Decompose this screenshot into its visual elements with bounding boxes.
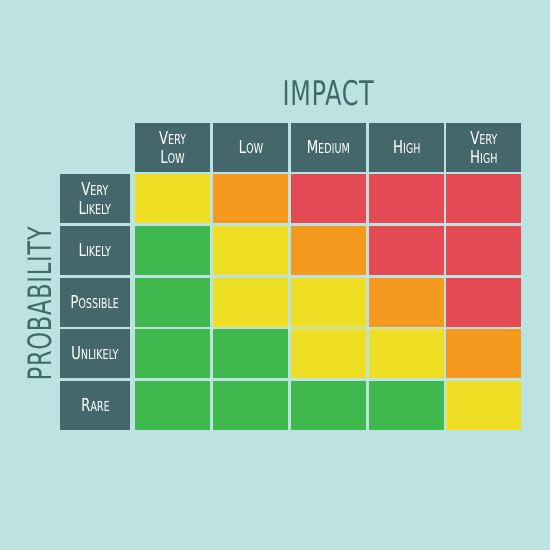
column-header-very-high: Very High bbox=[446, 123, 521, 172]
row-header-very-likely: Very Likely bbox=[60, 174, 130, 223]
risk-cell-red bbox=[369, 226, 444, 275]
risk-cell-green bbox=[135, 329, 210, 378]
risk-cell-red bbox=[291, 174, 366, 223]
row-header-rare: Rare bbox=[60, 381, 130, 430]
risk-cell-orange bbox=[291, 226, 366, 275]
impact-axis-title: IMPACT bbox=[282, 74, 375, 114]
column-header-high: High bbox=[369, 123, 444, 172]
risk-cell-green bbox=[213, 381, 288, 430]
risk-cell-orange bbox=[213, 174, 288, 223]
risk-cell-yellow bbox=[291, 329, 366, 378]
risk-cell-red bbox=[446, 226, 521, 275]
risk-cell-green bbox=[135, 226, 210, 275]
risk-cell-yellow bbox=[135, 174, 210, 223]
column-header-low: Low bbox=[213, 123, 288, 172]
risk-cell-green bbox=[135, 278, 210, 327]
risk-cell-green bbox=[213, 329, 288, 378]
row-header-possible: Possible bbox=[60, 278, 130, 327]
column-header-medium: Medium bbox=[291, 123, 366, 172]
column-header-very-low: Very Low bbox=[135, 123, 210, 172]
risk-cell-green bbox=[291, 381, 366, 430]
risk-cell-yellow bbox=[213, 226, 288, 275]
risk-cell-green bbox=[135, 381, 210, 430]
risk-cell-red bbox=[446, 174, 521, 223]
risk-cell-red bbox=[369, 174, 444, 223]
risk-cell-orange bbox=[369, 278, 444, 327]
risk-cell-yellow bbox=[291, 278, 366, 327]
risk-cell-yellow bbox=[213, 278, 288, 327]
probability-axis-title: PROBABILITY bbox=[21, 225, 59, 381]
risk-cell-yellow bbox=[446, 381, 521, 430]
risk-cell-yellow bbox=[369, 329, 444, 378]
row-header-unlikely: Unlikely bbox=[60, 329, 130, 378]
risk-cell-red bbox=[446, 278, 521, 327]
row-header-likely: Likely bbox=[60, 226, 130, 275]
risk-cell-orange bbox=[446, 329, 521, 378]
risk-cell-green bbox=[369, 381, 444, 430]
